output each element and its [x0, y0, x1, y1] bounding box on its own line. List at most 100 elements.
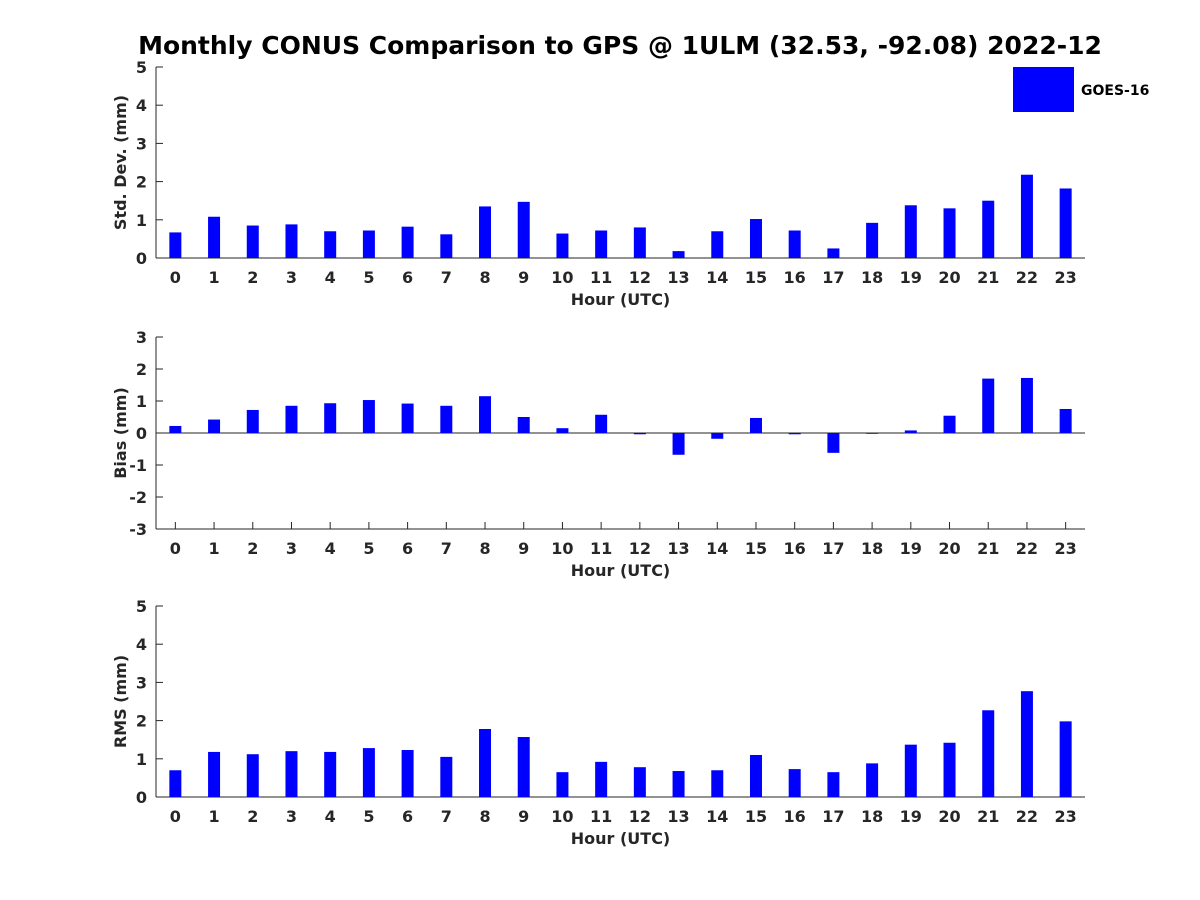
x-tick-label: 6 — [402, 268, 413, 287]
y-tick-label: 4 — [136, 96, 147, 115]
bar-hour-9 — [517, 417, 530, 433]
x-tick-label: 6 — [402, 807, 413, 826]
x-axis-label: Hour (UTC) — [571, 829, 671, 848]
bar-hour-14 — [711, 770, 724, 797]
y-tick-label: 5 — [136, 597, 147, 616]
bar-hour-14 — [711, 231, 724, 258]
x-tick-label: 19 — [900, 539, 922, 558]
bar-hour-17 — [827, 772, 840, 797]
x-tick-label: 9 — [518, 539, 529, 558]
bar-hour-22 — [1020, 691, 1033, 797]
bar-hour-5 — [362, 230, 375, 258]
y-tick-label: 1 — [136, 750, 147, 769]
x-tick-label: 3 — [286, 539, 297, 558]
bar-hour-3 — [285, 224, 298, 258]
x-tick-label: 19 — [900, 807, 922, 826]
bar-hour-6 — [401, 750, 414, 797]
x-tick-label: 3 — [286, 268, 297, 287]
x-tick-label: 21 — [977, 807, 999, 826]
x-tick-label: 21 — [977, 268, 999, 287]
x-tick-label: 9 — [518, 807, 529, 826]
bar-hour-7 — [440, 234, 453, 258]
legend-label: GOES-16 — [1081, 83, 1149, 99]
x-tick-label: 0 — [170, 807, 181, 826]
x-tick-label: 10 — [551, 539, 573, 558]
chart-title: Monthly CONUS Comparison to GPS @ 1ULM (… — [138, 31, 1102, 60]
bar-hour-3 — [285, 751, 298, 797]
x-tick-label: 5 — [363, 268, 374, 287]
bar-hour-1 — [208, 751, 221, 797]
x-tick-label: 2 — [247, 807, 258, 826]
bar-hour-9 — [517, 201, 530, 258]
x-tick-label: 13 — [667, 268, 689, 287]
x-tick-label: 18 — [861, 539, 883, 558]
y-tick-label: 2 — [136, 173, 147, 192]
bar-hour-0 — [169, 770, 182, 797]
y-tick-label: 2 — [136, 712, 147, 731]
x-tick-label: 11 — [590, 807, 612, 826]
x-tick-label: 12 — [629, 268, 651, 287]
bar-hour-13 — [672, 433, 685, 455]
bar-hour-16 — [788, 433, 801, 435]
x-tick-label: 8 — [479, 268, 490, 287]
x-tick-label: 13 — [667, 539, 689, 558]
bar-hour-22 — [1020, 377, 1033, 433]
x-tick-label: 23 — [1055, 807, 1077, 826]
x-tick-label: 17 — [822, 268, 844, 287]
x-tick-label: 5 — [363, 539, 374, 558]
x-tick-label: 18 — [861, 807, 883, 826]
bar-hour-12 — [633, 227, 646, 258]
y-tick-label: -2 — [129, 488, 147, 507]
x-tick-label: 17 — [822, 539, 844, 558]
bar-hour-22 — [1020, 174, 1033, 258]
y-tick-label: 1 — [136, 392, 147, 411]
bar-hour-23 — [1059, 409, 1072, 433]
bar-hour-18 — [866, 222, 879, 258]
x-tick-label: 20 — [938, 807, 960, 826]
x-tick-label: 16 — [784, 807, 806, 826]
bar-hour-17 — [827, 248, 840, 258]
bar-hour-8 — [479, 206, 492, 258]
bar-hour-7 — [440, 405, 453, 433]
x-tick-label: 7 — [441, 268, 452, 287]
x-tick-label: 23 — [1055, 539, 1077, 558]
bar-hour-11 — [595, 761, 608, 797]
bar-hour-7 — [440, 756, 453, 797]
bar-hour-10 — [556, 772, 569, 797]
bar-hour-4 — [324, 751, 337, 797]
y-tick-label: -3 — [129, 520, 147, 539]
bar-hour-11 — [595, 414, 608, 433]
y-tick-label: -1 — [129, 456, 147, 475]
x-tick-label: 14 — [706, 807, 728, 826]
bar-hour-20 — [943, 742, 956, 797]
y-tick-label: 0 — [136, 788, 147, 807]
bar-hour-14 — [711, 433, 724, 439]
bar-hour-5 — [362, 400, 375, 433]
x-tick-label: 13 — [667, 807, 689, 826]
bar-hour-18 — [866, 433, 879, 434]
x-tick-label: 15 — [745, 807, 767, 826]
x-tick-label: 22 — [1016, 807, 1038, 826]
bar-hour-1 — [208, 419, 221, 433]
x-tick-label: 23 — [1055, 268, 1077, 287]
x-axis-label: Hour (UTC) — [571, 561, 671, 580]
x-tick-label: 2 — [247, 539, 258, 558]
bar-hour-2 — [246, 754, 259, 797]
x-tick-label: 6 — [402, 539, 413, 558]
y-tick-label: 0 — [136, 249, 147, 268]
bar-hour-19 — [904, 205, 917, 258]
x-tick-label: 17 — [822, 807, 844, 826]
x-tick-label: 2 — [247, 268, 258, 287]
x-tick-label: 16 — [784, 268, 806, 287]
x-tick-label: 12 — [629, 539, 651, 558]
x-tick-label: 15 — [745, 539, 767, 558]
bar-hour-0 — [169, 232, 182, 258]
y-tick-label: 4 — [136, 635, 147, 654]
x-tick-label: 5 — [363, 807, 374, 826]
bar-hour-9 — [517, 737, 530, 797]
